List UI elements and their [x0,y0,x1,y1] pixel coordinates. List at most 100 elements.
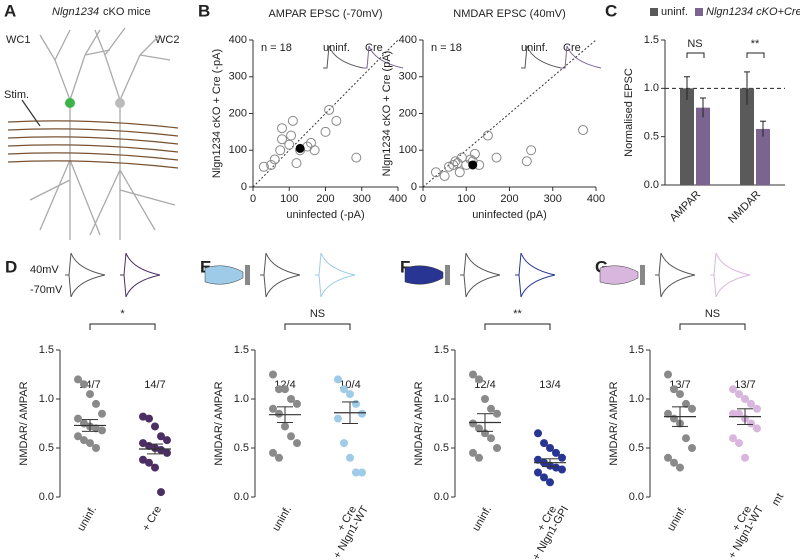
point [98,409,106,418]
chart-title: NMDAR EPSC (40mV) [453,8,565,20]
panel-label: A [4,1,16,20]
trace [460,252,501,276]
point [358,409,366,418]
construct-icon [204,265,244,285]
point [287,432,295,441]
trace [515,274,556,298]
point [534,455,542,464]
point [145,458,153,467]
point [729,434,737,443]
y-tick-label: 200 [229,107,247,119]
point [521,156,532,167]
point [145,414,153,423]
point [80,436,88,445]
trace [323,45,364,69]
significance: ** [751,38,760,50]
sig-bracket [89,323,156,330]
point [469,419,477,428]
point [293,399,301,408]
point [309,145,320,156]
trace [655,252,696,276]
point [469,370,477,379]
point [74,414,82,423]
point [481,395,489,403]
point [729,385,737,394]
count-label: 13/7 [734,379,755,391]
count-label: 13/4 [539,379,560,391]
point [92,399,100,408]
point [340,385,348,394]
trace [315,274,356,298]
point [487,404,495,413]
y-tick-label: 200 [399,107,417,119]
trace [710,252,751,276]
point [139,412,147,421]
y-tick-label: 1.5 [39,344,54,356]
neurons [29,27,176,240]
point [670,458,678,467]
point [275,145,286,156]
point [469,148,480,159]
y-tick-label: 1.0 [434,393,449,405]
x-tick-label: 400 [389,193,407,205]
point [454,167,465,178]
x-tick-label: AMPAR [668,189,704,225]
panel-label: D [5,257,17,276]
point [664,453,672,462]
point [482,130,493,141]
trace [315,252,356,276]
point [346,390,354,399]
point [287,395,295,403]
y-tick-label: 0 [241,181,247,193]
point [358,468,366,477]
point [320,126,331,137]
construct-icon [599,265,639,285]
point [281,385,289,394]
point [676,463,684,472]
point [334,414,342,423]
point [534,429,542,438]
x-tick-label: uninf. [270,504,294,533]
point [534,468,542,477]
point [151,422,159,431]
point [258,161,269,172]
point [157,432,165,441]
inset-label: uninf. [323,42,350,54]
y-tick-label: 1.5 [234,344,249,356]
x-tick-label: + Cre [140,504,164,534]
point [729,409,737,418]
x-tick-label: 300 [353,193,371,205]
point [430,167,441,178]
point [735,409,743,418]
point [735,390,743,399]
significance: NS [705,308,720,320]
point [670,385,678,394]
y-tick-label: 400 [399,34,417,46]
point [139,439,147,448]
y-tick-label: 0.0 [644,179,659,191]
y-tick-label: 1.0 [644,82,659,94]
point [346,453,354,462]
inset-label: uninf. [521,42,548,54]
point [475,375,483,384]
construct-tm [640,265,645,285]
sig-bracket [686,52,705,58]
point [86,390,94,399]
point [163,448,171,457]
point [664,370,672,379]
point [526,145,537,156]
point [291,158,302,169]
legend-swatch [650,8,658,16]
significance: * [120,308,125,320]
panel-label: C [605,1,617,20]
unity-line [252,39,399,188]
y-tick-label: 300 [399,71,417,83]
trace [655,274,696,298]
point [491,152,502,163]
legend-label: Nlgn1234 cKO+Cre [706,6,800,18]
y-axis-label: NMDAR/ AMPAR [413,381,425,465]
point [293,439,301,448]
point [688,444,696,452]
bar [680,88,694,185]
y-tick-label: 100 [229,144,247,156]
